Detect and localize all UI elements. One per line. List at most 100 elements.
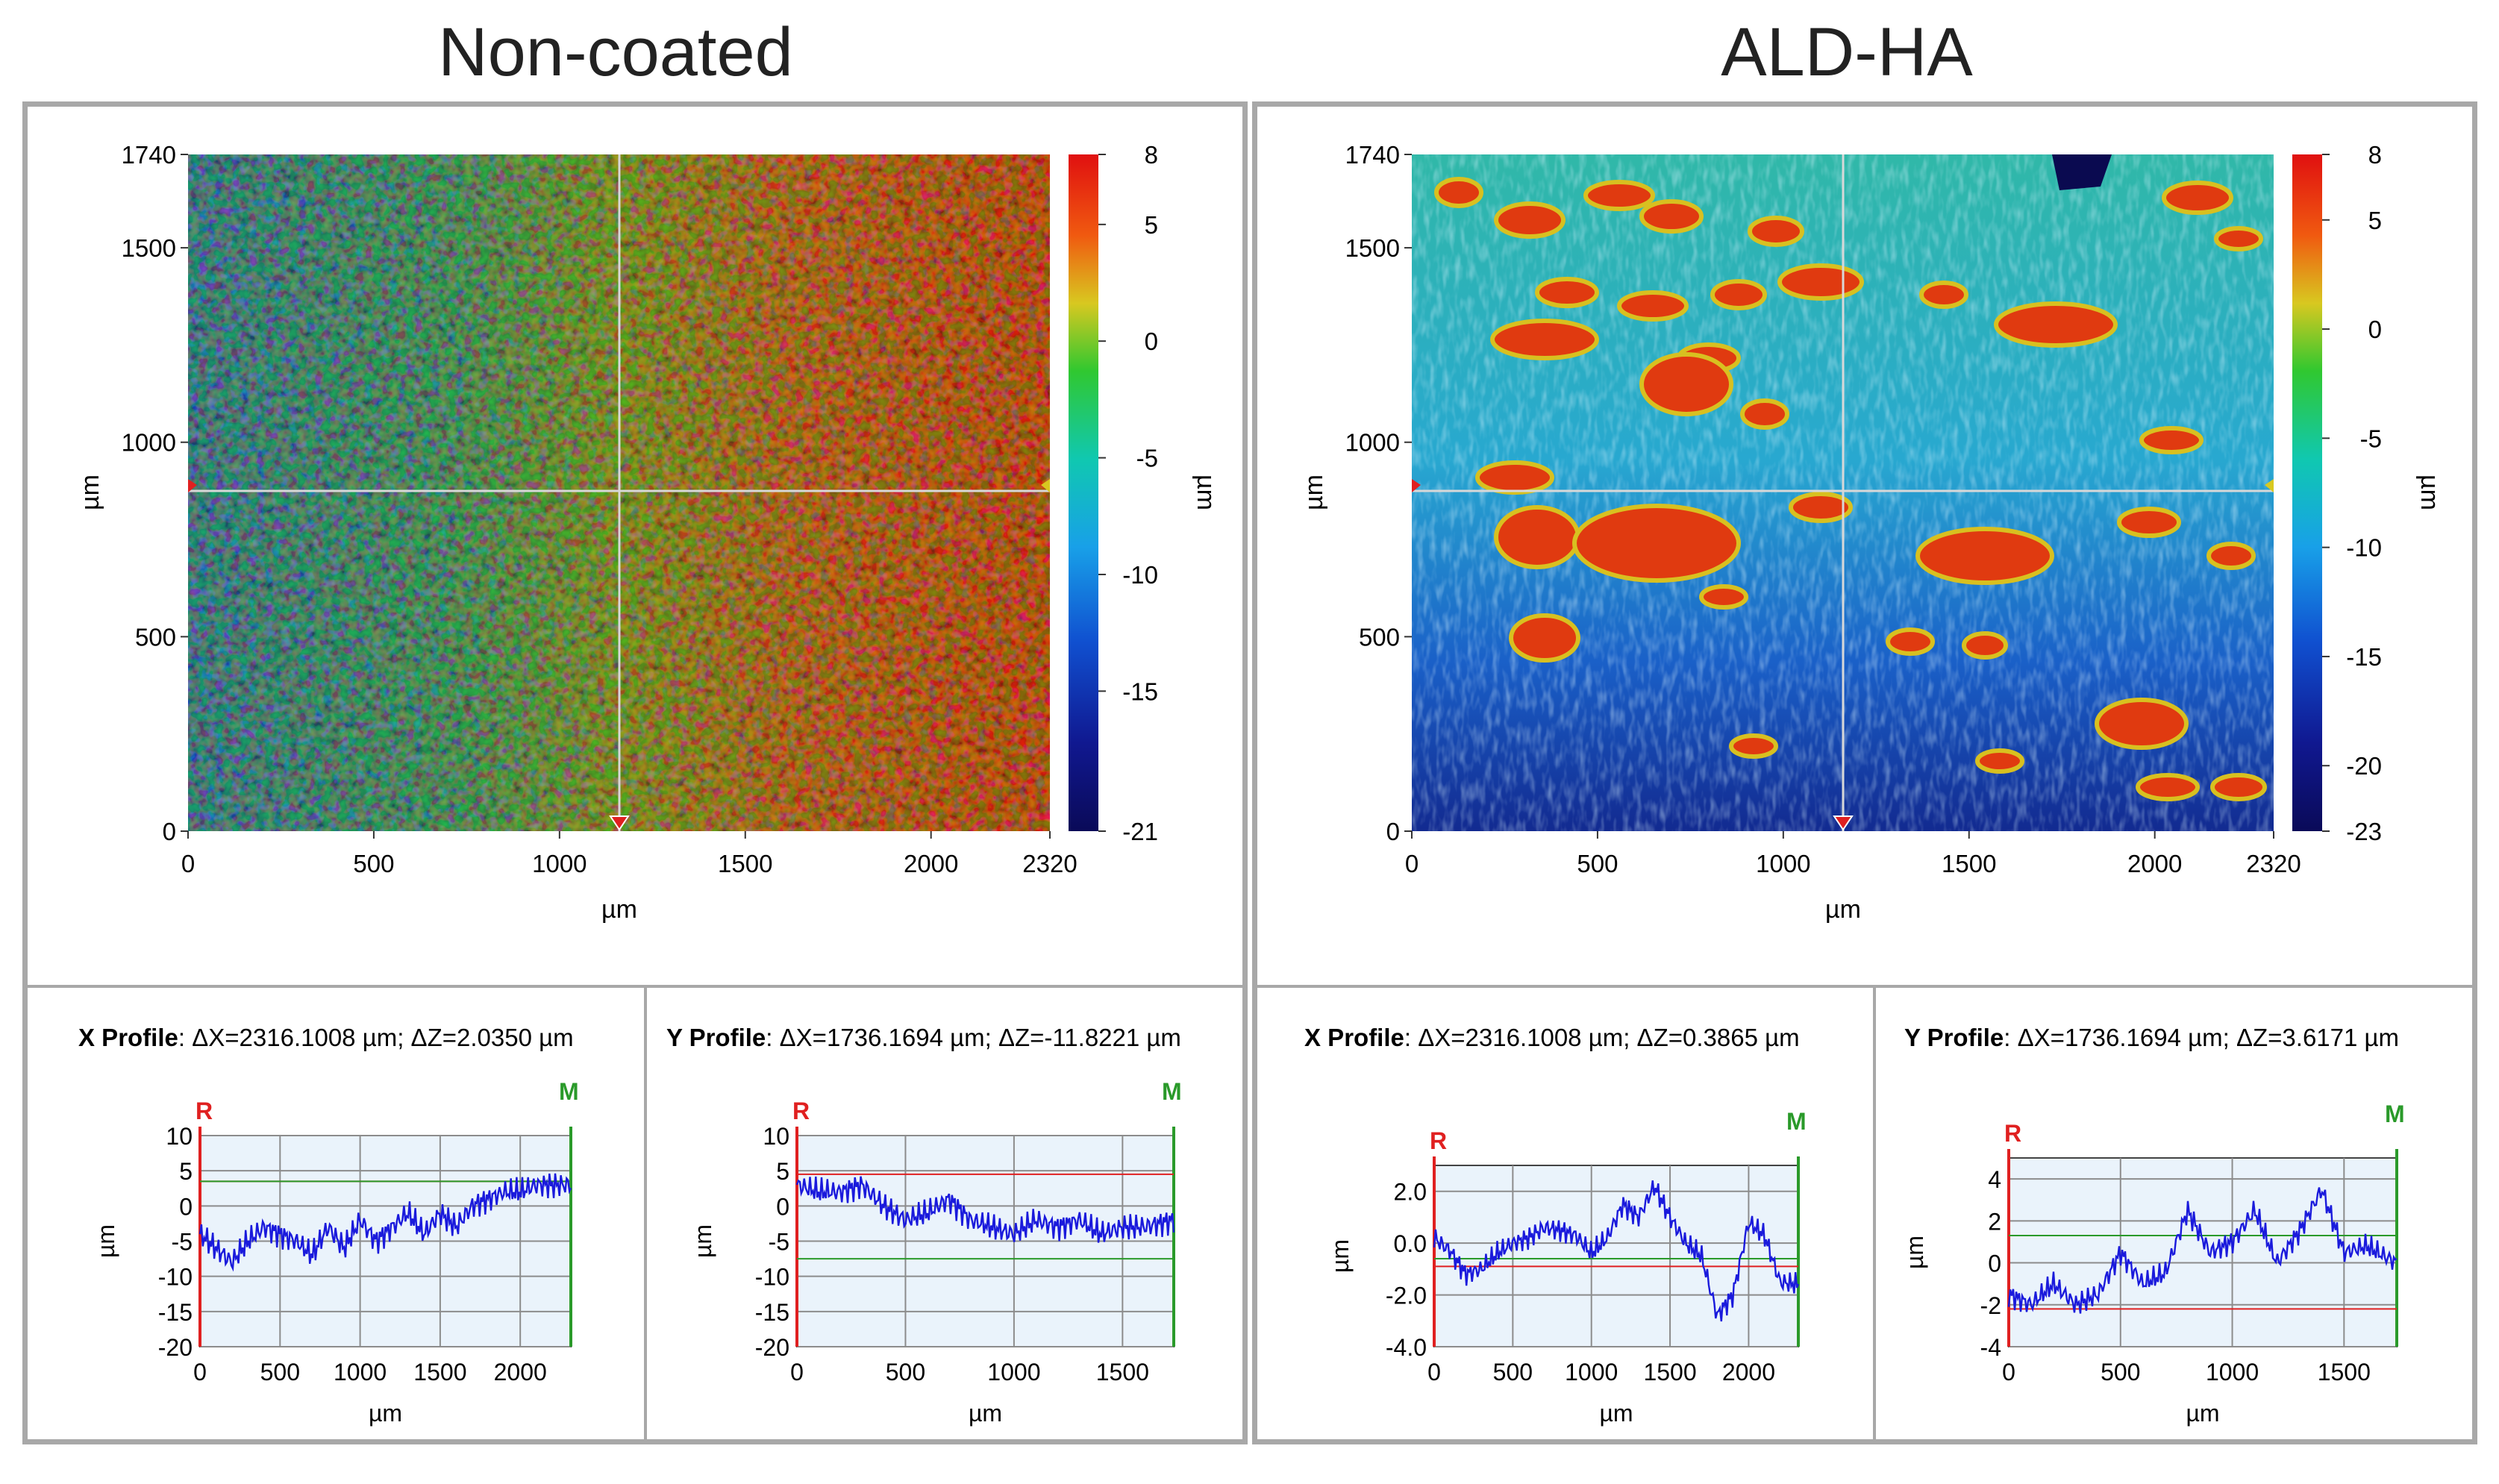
r-cursor-label: R [2004,1120,2021,1147]
profile-header-nc-x: X Profile: ΔX=2316.1008 µm; ΔZ=2.0350 µm [78,1024,574,1051]
profile-chart-ald-x_profile: 2.0 0.0 -2.0 -4.00 500 1000 1500 2000 R Mµm µm [1327,1108,1807,1427]
x-tick-label: 1500 [718,850,772,877]
x-tick-label: 0 [790,1359,804,1386]
y-tick-label: 0 [179,1193,193,1220]
profile-trace [795,1176,1175,1243]
y-tick-label: 10 [763,1123,789,1150]
coating-patches [1434,177,2267,801]
height-map-non-coated: µm µm µm [76,154,1220,924]
m-cursor-label: M [1786,1108,1807,1135]
r-cursor-label: R [792,1098,810,1124]
y-tick-label: 2.0 [1394,1179,1427,1206]
y-axis-label: µm [93,1224,119,1258]
colorbar-tick-label: -15 [2346,643,2382,671]
profile-trace [1433,1180,1800,1322]
colorbar-tick-label: 5 [2368,207,2382,234]
y-axis-label: µm [689,1224,716,1258]
y-tick-label: 0 [1988,1250,2001,1277]
colorbar-unit-label: µm [2415,475,2444,510]
x-tick-label: 1500 [1942,850,1996,877]
x-tick-label: 1000 [1565,1359,1618,1386]
x-tick-label: 1500 [1643,1359,1696,1386]
y-tick-label: -4 [1980,1334,2001,1361]
profile-stats: : ΔX=1736.1694 µm; ΔZ=3.6171 µm [2004,1024,2399,1051]
x-tick-label: 2000 [1722,1359,1775,1386]
y-tick-label: -4.0 [1386,1334,1427,1361]
y-tick-label: -2.0 [1386,1283,1427,1309]
y-tick-label: 500 [1359,623,1400,651]
colorbar-tick-label: 0 [1145,328,1158,355]
profile-header-nc-y: Y Profile: ΔX=1736.1694 µm; ΔZ=-11.8221 … [666,1024,1181,1051]
marker-triangle-left [188,479,197,492]
y-tick-label: 10 [166,1123,193,1150]
marker-triangle-left [1412,479,1421,492]
y-tick-label: -15 [755,1299,789,1326]
x-tick-label: 0 [2002,1359,2015,1386]
x-tick-label: 1500 [1096,1359,1149,1386]
dark-pit [2052,154,2112,190]
profile-trace [2007,1187,2398,1314]
y-tick-label: 5 [776,1158,789,1185]
y-tick-label: 0.0 [1394,1230,1427,1257]
x-tick-label: 500 [260,1359,300,1386]
x-tick-label: 500 [353,850,394,877]
y-tick-label: 1740 [1345,141,1400,169]
r-cursor-label: R [196,1098,213,1124]
x-tick-label: 1000 [532,850,587,877]
y-tick-label: -2 [1980,1292,2001,1319]
x-tick-label: 1000 [1756,850,1810,877]
x-tick-label: 500 [886,1359,925,1386]
y-tick-label: 5 [179,1158,193,1185]
plot-area [2008,1157,2398,1347]
map-ticks: 0 500 1000 1500 2000 2320 0 500 1000 1500 1740 8 5 0 -… [122,141,2382,877]
x-tick-label: 1000 [987,1359,1040,1386]
profile-trace [198,1173,572,1272]
profile-stats: : ΔX=2316.1008 µm; ΔZ=2.0350 µm [178,1024,574,1051]
colorbar-tick-label: 0 [2368,316,2382,343]
x-axis-label: µm [969,1400,1002,1427]
colorbar-tick-label: -10 [1122,561,1158,589]
colorbar-tick-label: -10 [2346,534,2382,562]
colorbar-tick-label: 8 [1145,141,1158,169]
y-tick-label: 1000 [122,429,176,457]
colorbar [2292,154,2322,831]
x-tick-label: 0 [1427,1359,1441,1386]
m-cursor-label: M [559,1078,579,1105]
profile-title: Y Profile [666,1024,766,1051]
x-tick-label: 0 [193,1359,207,1386]
y-tick-label: 1000 [1345,429,1400,457]
colorbar-tick-label: -5 [2360,425,2382,452]
y-tick-label: -20 [755,1334,789,1361]
y-tick-label: 2 [1988,1208,2001,1235]
x-axis-label: µm [369,1400,402,1427]
y-tick-label: 0 [163,818,176,845]
y-tick-label: -20 [158,1334,193,1361]
marker-triangle-right [2265,479,2274,492]
r-cursor-label: R [1430,1127,1447,1154]
profile-title: Y Profile [1904,1024,2004,1051]
x-tick-label: 500 [1493,1359,1533,1386]
x-tick-label: 2320 [1022,850,1077,877]
y-tick-label: -10 [755,1264,789,1291]
m-cursor-label: M [2385,1101,2405,1127]
plot-area [1433,1165,1799,1347]
map-y-axis-label: µm [1300,475,1328,510]
height-map-ald-ha: µm µm µm [1300,154,2444,924]
y-tick-label: 1500 [1345,234,1400,262]
profile-header-ald-y: Y Profile: ΔX=1736.1694 µm; ΔZ=3.6171 µm [1904,1024,2399,1051]
y-tick-label: 1500 [122,234,176,262]
y-tick-label: 500 [135,623,176,651]
y-tick-label: -10 [158,1264,193,1291]
colorbar-tick-label: -21 [1122,818,1158,845]
x-tick-label: 2000 [2127,850,2182,877]
x-tick-label: 1500 [413,1359,466,1386]
x-axis-label: µm [1599,1400,1633,1427]
y-axis-label: µm [1327,1239,1354,1273]
colorbar-unit-label: µm [1192,475,1220,510]
x-tick-label: 2000 [494,1359,547,1386]
x-axis-label: µm [2186,1400,2219,1427]
profile-stats: : ΔX=2316.1008 µm; ΔZ=0.3865 µm [1404,1024,1800,1051]
